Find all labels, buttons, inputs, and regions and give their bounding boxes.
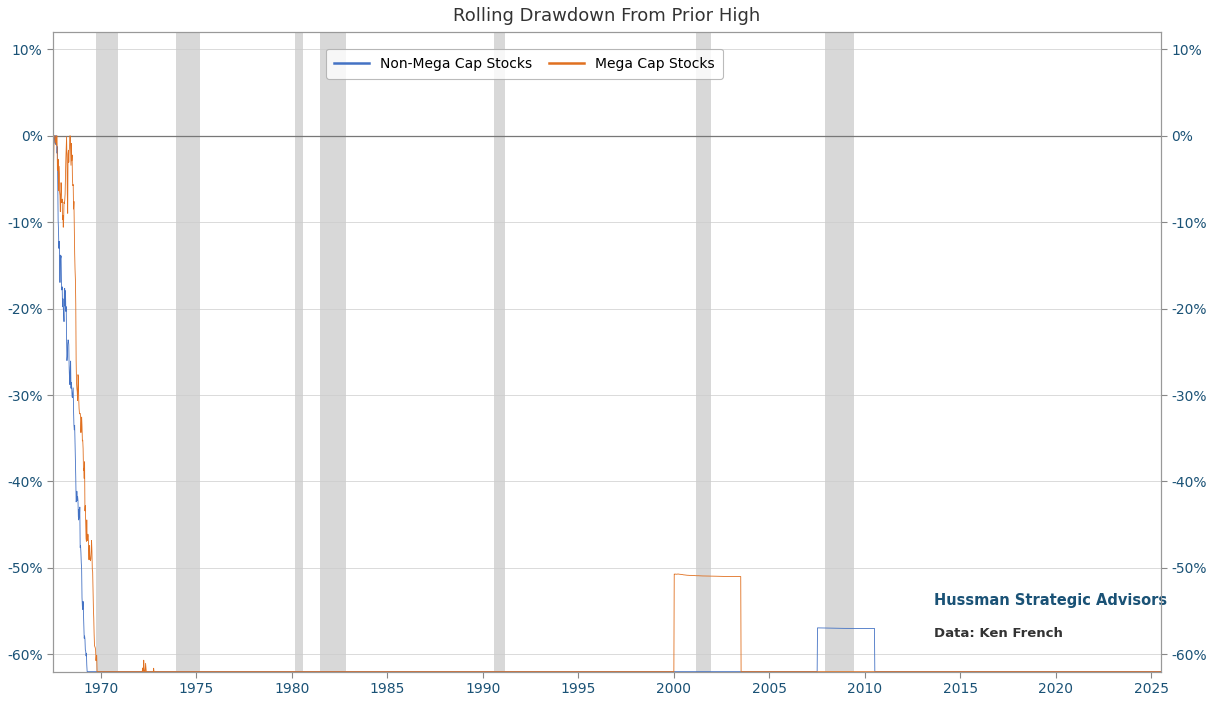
Mega Cap Stocks [255,667,270,676]
Line: Mega Cap Stocks: Mega Cap Stocks [53,136,1163,671]
Mega Cap Stocks [724,572,738,581]
Mega Cap Stocks [664,667,679,676]
Non-Mega Cap Stocks [46,131,61,140]
Text: Hussman Strategic Advisors: Hussman Strategic Advisors [934,593,1167,607]
Mega Cap Stocks [288,667,302,676]
Mega Cap Stocks [486,667,500,676]
Bar [295,32,302,671]
Line: Non-Mega Cap Stocks: Non-Mega Cap Stocks [53,136,1163,671]
Bar [494,32,505,671]
Legend: Non-Mega Cap Stocks, Mega Cap Stocks: Non-Mega Cap Stocks, Mega Cap Stocks [325,49,722,79]
Non-Mega Cap Stocks [288,667,302,676]
Non-Mega Cap Stocks [724,667,738,676]
Bar [176,32,199,671]
Mega Cap Stocks [90,667,104,676]
Non-Mega Cap Stocks [80,667,95,676]
Mega Cap Stocks [279,667,294,676]
Non-Mega Cap Stocks [279,667,294,676]
Non-Mega Cap Stocks [486,667,500,676]
Non-Mega Cap Stocks [664,667,679,676]
Bar [96,32,118,671]
Mega Cap Stocks [1156,667,1170,676]
Title: Rolling Drawdown From Prior High: Rolling Drawdown From Prior High [453,7,761,25]
Text: Data: Ken French: Data: Ken French [934,626,1062,640]
Mega Cap Stocks [46,131,61,140]
Bar [696,32,710,671]
Bar [826,32,853,671]
Non-Mega Cap Stocks [255,667,270,676]
Bar [320,32,346,671]
Non-Mega Cap Stocks [1156,667,1170,676]
